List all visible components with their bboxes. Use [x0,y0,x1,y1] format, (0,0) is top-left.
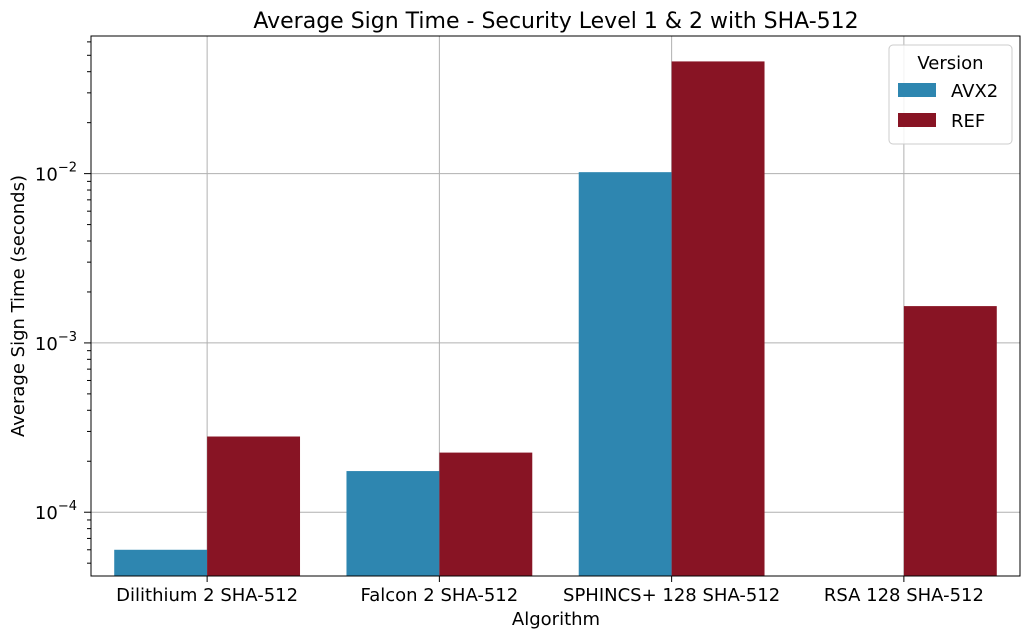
y-tick-label: 10−4 [35,499,77,524]
bar-avx2 [578,172,672,576]
axes [90,35,1021,577]
bar-ref [207,436,301,576]
bar-avx2 [346,471,440,576]
y-tick-base: 10 [35,334,58,355]
y-tick-exponent: −3 [58,330,77,345]
y-tick-label: 10−3 [35,330,77,355]
y-tick-exponent: −4 [58,499,77,514]
y-axis-label: Average Sign Time (seconds) [8,175,29,437]
x-tick-label: RSA 128 SHA-512 [824,585,984,606]
y-tick-base: 10 [35,165,58,186]
x-tick-label: Dilithium 2 SHA-512 [116,585,298,606]
y-tick-exponent: −2 [58,161,77,176]
bar-ref [903,306,997,576]
y-axis-ticks: 10−410−310−2 [35,41,91,564]
legend-label-avx2: AVX2 [951,81,998,102]
legend-label-ref: REF [951,111,985,132]
plot-frame [90,35,1021,577]
bars [114,61,997,577]
bar-ref [671,61,765,577]
x-tick-label: Falcon 2 SHA-512 [361,585,519,606]
legend: Version AVX2 REF [888,44,1013,145]
x-axis-ticks: Dilithium 2 SHA-512 Falcon 2 SHA-512 SPHIN… [116,576,984,606]
y-tick-label: 10−2 [35,161,77,186]
bar-ref [439,452,533,576]
x-axis-label: Algorithm [512,609,600,630]
legend-swatch-ref [898,113,936,127]
y-tick-base: 10 [35,503,58,524]
chart-title: Average Sign Time - Security Level 1 & 2… [253,9,858,34]
x-tick-label: SPHINCS+ 128 SHA-512 [563,585,780,606]
legend-title: Version [917,53,983,74]
legend-swatch-avx2 [898,83,936,97]
bar-avx2 [114,549,208,576]
